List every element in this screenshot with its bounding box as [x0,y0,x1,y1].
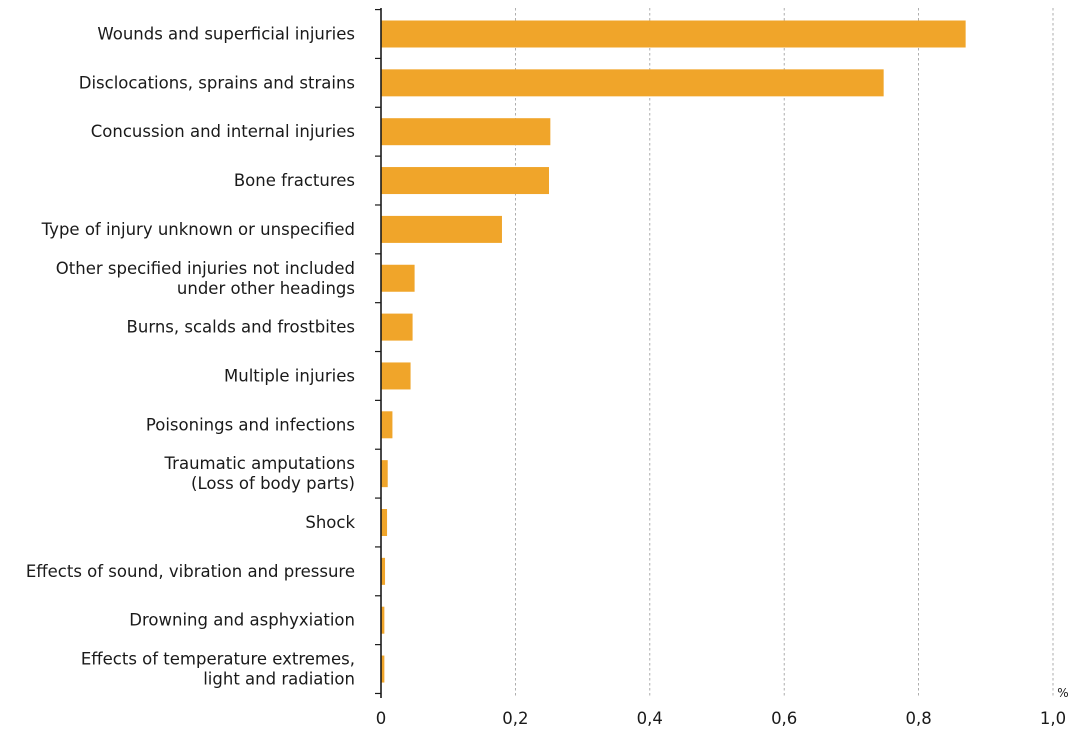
category-label: Effects of sound, vibration and pressure [26,562,355,581]
x-tick-label: 0,2 [502,709,528,728]
bar [381,167,549,195]
x-tick-label: 0,6 [771,709,797,728]
x-tick-label: 0,8 [905,709,931,728]
y-axis [375,8,382,698]
category-label: light and radiation [203,670,355,689]
bar [381,313,413,341]
category-label: under other headings [177,279,355,298]
bar [381,118,551,146]
category-label: Other specified injuries not included [56,259,355,278]
gridlines [515,8,1054,698]
bar [381,69,884,97]
x-tick-label: 0 [376,709,387,728]
bar [381,411,393,439]
category-label: Effects of temperature extremes, [81,650,355,669]
category-label: Wounds and superficial injuries [97,25,355,44]
bar [381,606,385,634]
category-label: Bone fractures [234,171,355,190]
category-label: Traumatic amputations [164,454,355,473]
bar [381,460,388,488]
bar [381,362,411,390]
bar [381,264,415,292]
bar [381,20,966,48]
category-label: (Loss of body parts) [191,474,355,493]
x-axis-unit-label: % [1057,686,1068,700]
bar [381,557,386,585]
category-label: Drowning and asphyxiation [129,611,355,630]
category-label: Disclocations, sprains and strains [79,73,355,92]
category-label: Poisonings and infections [146,415,355,434]
category-label: Concussion and internal injuries [91,122,355,141]
category-labels: Wounds and superficial injuries Disclocat… [26,25,356,689]
bar [381,215,502,243]
bar [381,509,388,536]
category-label: Type of injury unknown or unspecified [41,220,355,239]
category-label: Burns, scalds and frostbites [127,318,355,337]
bar [381,655,385,683]
bars [381,20,966,683]
x-tick-label: 0,4 [637,709,663,728]
category-label: Multiple injuries [224,366,355,385]
category-label: Shock [305,513,355,532]
x-axis-tick-labels: 0 0,2 0,4 0,6 0,8 1,0 [376,709,1066,728]
x-tick-label: 1,0 [1040,709,1066,728]
